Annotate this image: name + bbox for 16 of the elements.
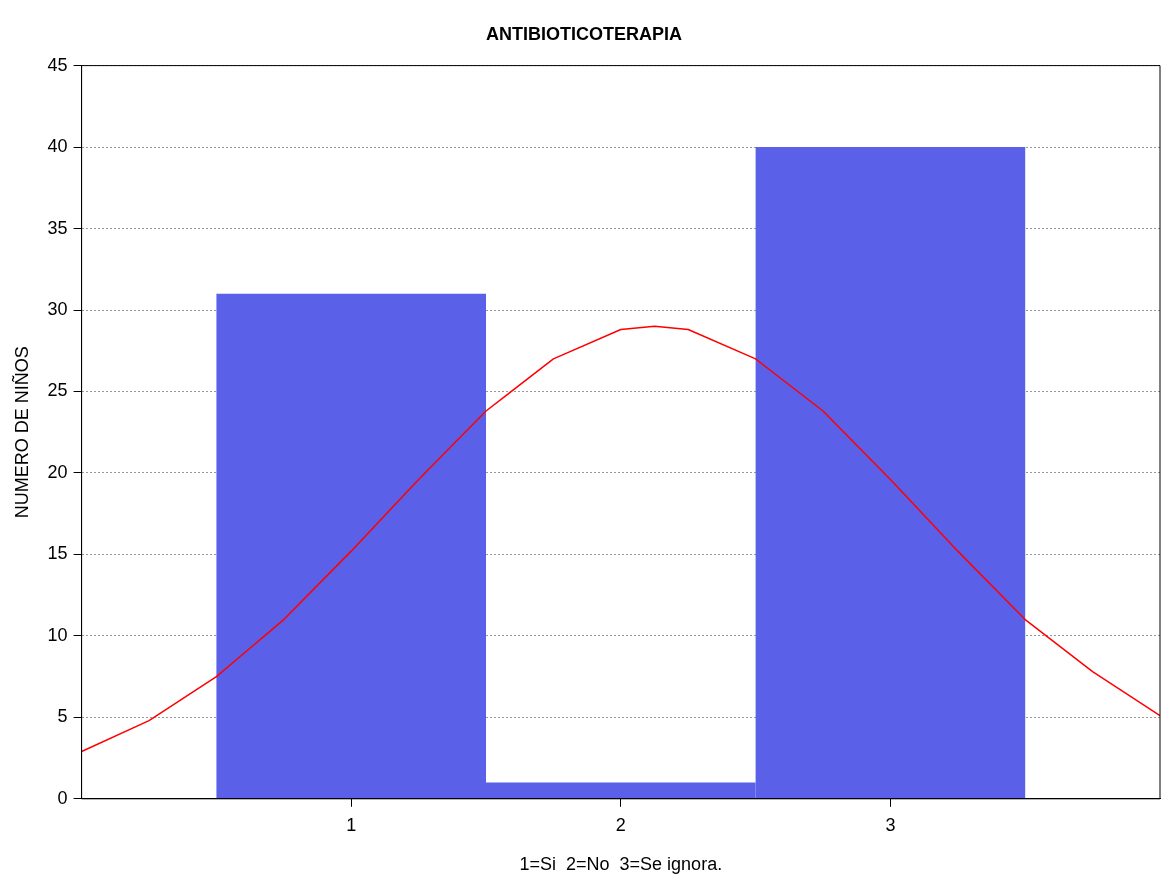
x-axis-title: 1=Si 2=No 3=Se ignora. bbox=[519, 854, 723, 875]
chart-title: ANTIBIOTICOTERAPIA bbox=[486, 23, 682, 44]
y-tick-label: 35 bbox=[47, 217, 68, 238]
y-axis-title: NUMERO DE NIÑOS bbox=[10, 346, 32, 519]
x-tick-label: 3 bbox=[885, 814, 896, 835]
y-tick-label: 5 bbox=[57, 706, 68, 727]
y-tick-label: 40 bbox=[47, 136, 68, 157]
y-tick-label: 30 bbox=[47, 298, 68, 319]
y-tick-label: 20 bbox=[47, 461, 68, 482]
y-tick-label: 45 bbox=[47, 54, 68, 75]
y-tick-label: 10 bbox=[47, 624, 68, 645]
x-tick-label: 2 bbox=[615, 814, 626, 835]
y-tick-label: 25 bbox=[47, 380, 68, 401]
x-tick-label: 1 bbox=[346, 814, 357, 835]
y-tick-label: 0 bbox=[57, 787, 68, 808]
y-tick-label: 15 bbox=[47, 543, 68, 564]
